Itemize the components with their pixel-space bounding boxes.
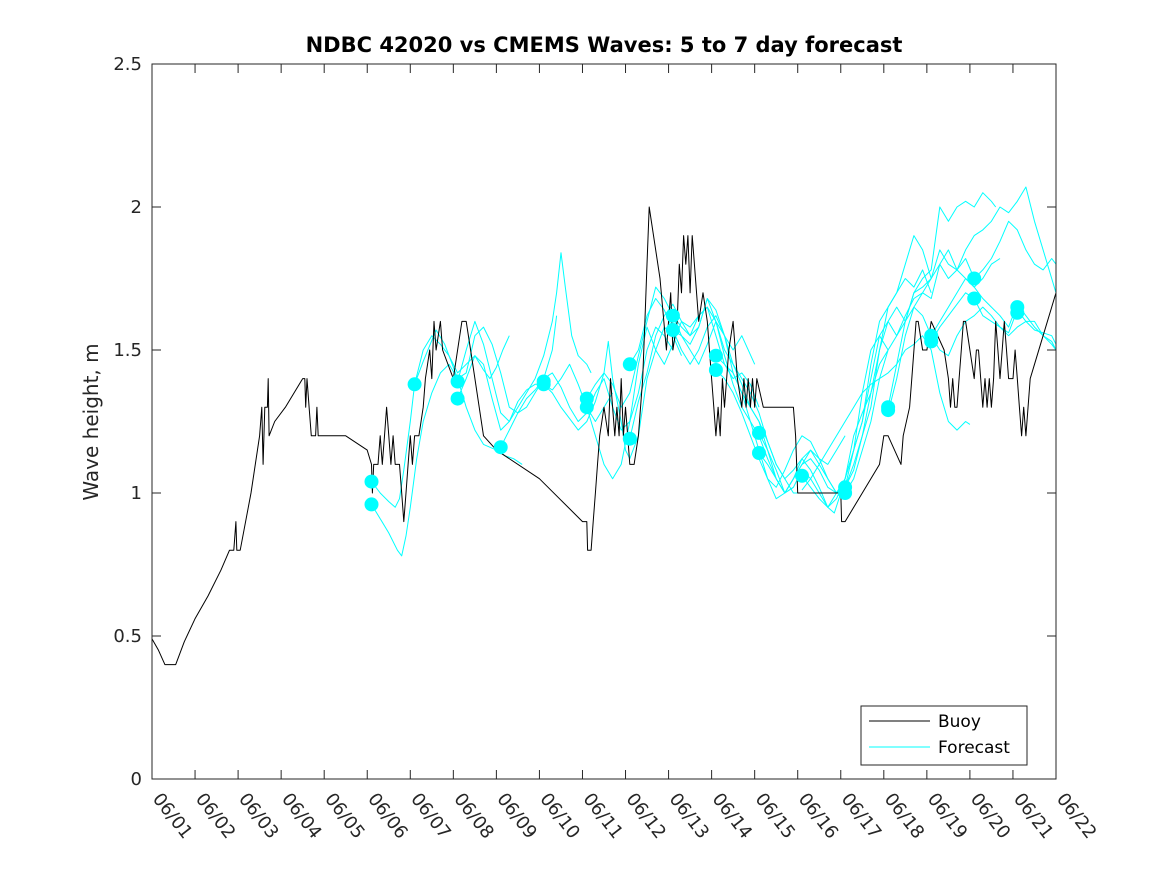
forecast-series-line [887,306,1056,414]
legend-box [860,705,1028,766]
axes-box [151,63,1057,780]
forecast-series-line [715,349,889,494]
forecast-start-marker [708,348,723,363]
forecast-series-line [672,298,842,514]
forecast-start-marker [364,497,379,512]
forecast-start-marker [407,377,422,392]
forecast-series-line [973,220,1056,279]
forecast-series-line [844,192,997,488]
forecast-start-marker [536,374,551,389]
forecast-start-marker [924,334,939,349]
y-tick-label: 1.5 [113,340,142,361]
forecast-start-marker [752,446,766,460]
legend-forecast-label: Forecast [938,738,1010,758]
forecast-series-line [629,298,794,494]
buoy-series-line [152,206,1056,666]
forecast-start-marker [752,425,766,440]
y-axis-label: Wave height, m [79,343,103,500]
forecast-start-marker [967,291,982,306]
forecast-start-marker [708,363,723,377]
forecast-start-marker [579,400,594,415]
data-layer [152,186,1056,666]
forecast-series-line [801,335,971,491]
forecast-start-marker [838,486,853,500]
legend: Buoy Forecast [860,705,1028,766]
forecast-series-line [672,306,846,480]
forecast-series-line [457,252,592,422]
forecast-start-marker [665,308,680,323]
forecast-start-marker [967,271,982,286]
y-tick-label: 2 [131,197,142,218]
forecast-start-marker [881,403,896,418]
forecast-start-marker [622,431,637,446]
chart-title: NDBC 42020 vs CMEMS Waves: 5 to 7 day fo… [306,33,903,57]
y-tick-label: 0 [131,769,142,790]
y-tick-label: 1 [131,483,142,504]
forecast-start-marker [364,474,379,489]
forecast-start-marker [450,391,465,406]
forecast-series-line [371,335,510,508]
forecast-start-marker [622,357,637,372]
forecast-start-marker [493,440,508,455]
plot-area [152,64,1056,779]
legend-buoy-label: Buoy [938,712,981,732]
forecast-start-marker [665,323,680,337]
forecast-start-marker [795,468,809,483]
y-tick-label: 2.5 [113,54,142,75]
forecast-start-marker [1010,305,1025,320]
forecast-series-line [887,186,1056,408]
forecast-start-marker [450,374,465,389]
y-tick-label: 0.5 [113,626,142,647]
